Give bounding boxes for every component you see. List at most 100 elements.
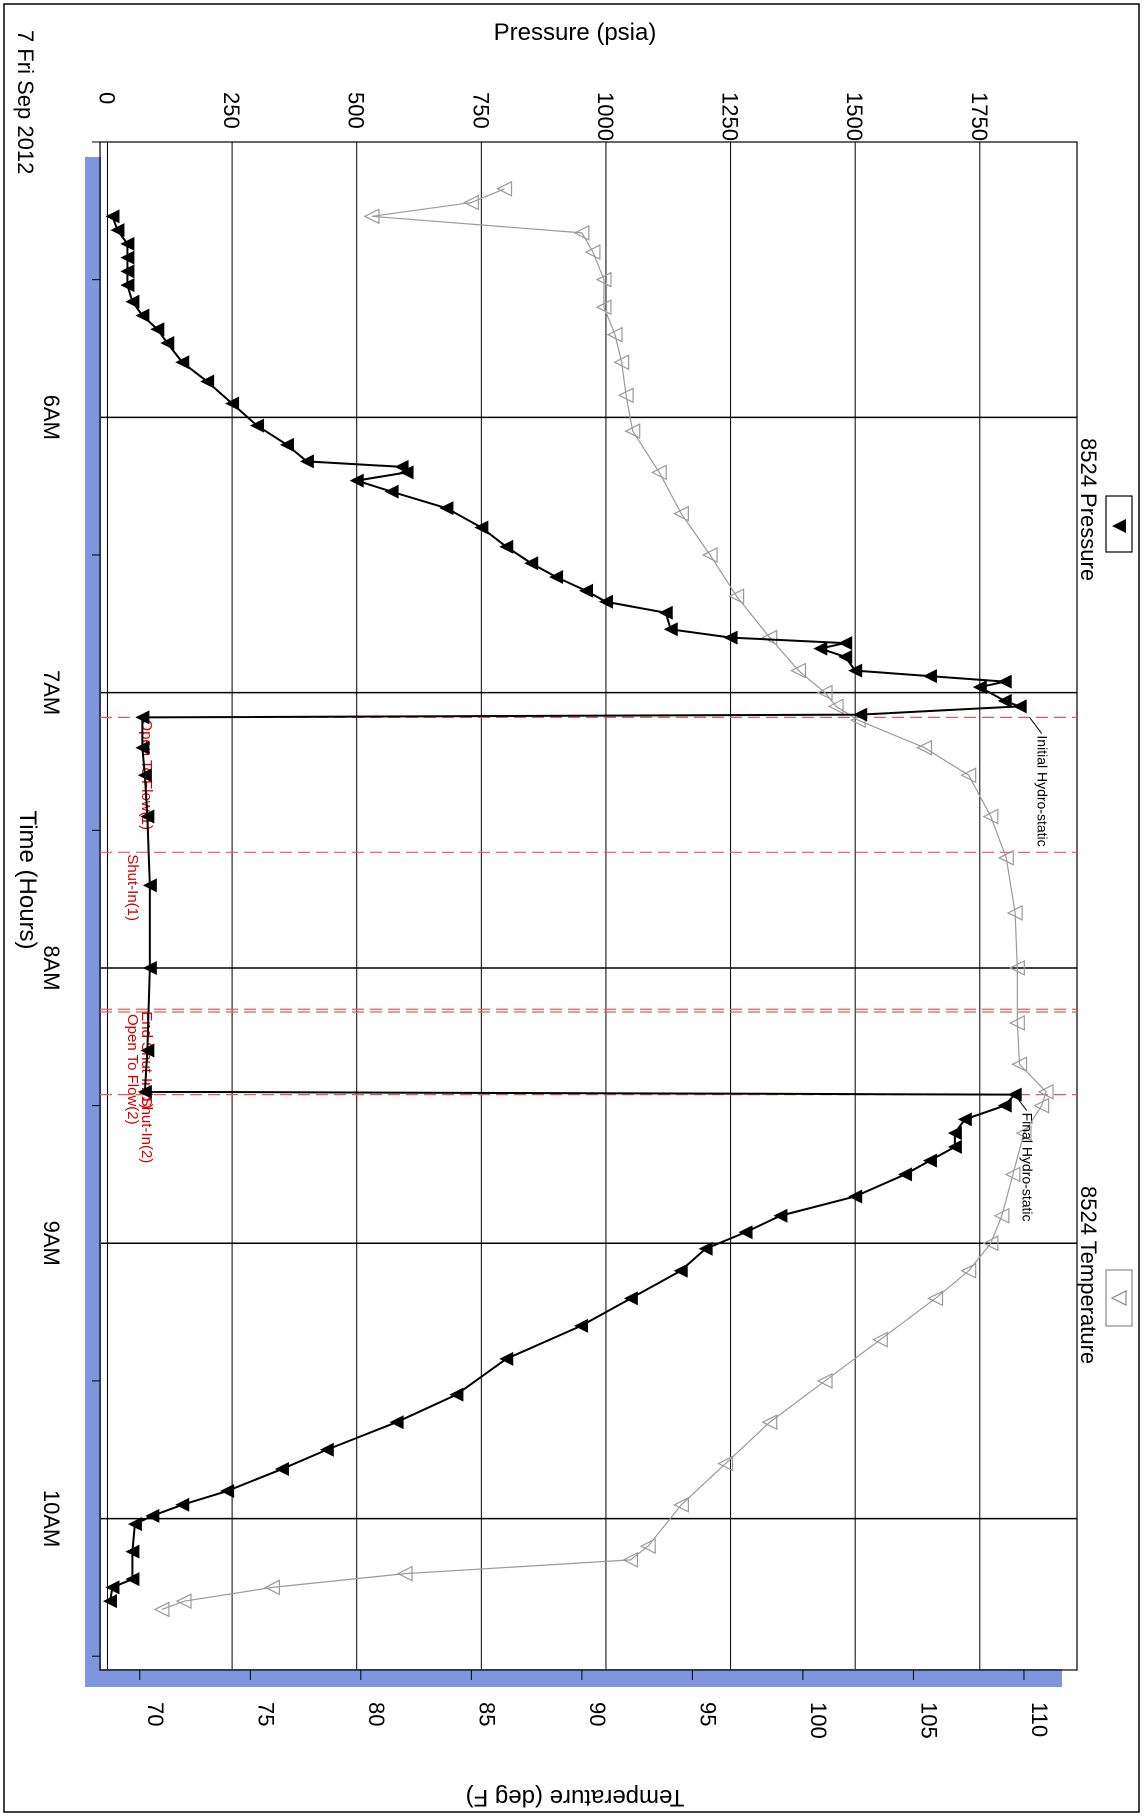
pressure-point (947, 1139, 962, 1154)
pressure-point (137, 768, 152, 783)
pressure-point (200, 374, 215, 389)
pressure-point (738, 1225, 753, 1240)
pressure-point (274, 1462, 289, 1477)
pressure-tick-label: 0 (94, 92, 119, 104)
temperature-point (396, 1565, 413, 1582)
pressure-point (120, 236, 135, 251)
temperature-series (153, 180, 1054, 1618)
pressure-point (663, 622, 678, 637)
temperature-tick-label: 85 (474, 1702, 499, 1726)
temperature-point (496, 180, 513, 197)
event-label: Shut-In(2) (138, 1097, 155, 1164)
pressure-tick-label: 500 (344, 92, 369, 129)
outer-frame (3, 3, 1140, 1813)
pressure-point (997, 693, 1012, 708)
temperature-point (827, 698, 844, 715)
pressure-point (474, 520, 489, 535)
temperature-point (639, 1538, 656, 1555)
temperature-point (672, 505, 689, 522)
event-markers: Open To Flow(1)Shut-In(1)End Shut-In(1)O… (100, 716, 1077, 1164)
pressure-point (439, 501, 454, 516)
pressure-point (449, 1387, 464, 1402)
pressure-point (175, 355, 190, 370)
temperature-point (871, 1331, 888, 1348)
legend-temperature-swatch-box (1105, 1269, 1133, 1327)
temperature-point (264, 1579, 281, 1596)
pressure-point (898, 1167, 913, 1182)
temperature-point (595, 271, 612, 288)
pressure-point (384, 484, 399, 499)
pressure-point (125, 1544, 140, 1559)
temperature-point (927, 1290, 944, 1307)
grid-lines (100, 142, 1077, 1670)
date-label: 7 Fri Sep 2012 (13, 30, 38, 174)
pressure-point (225, 396, 240, 411)
pressure-point (848, 663, 863, 678)
time-tick-label: 10AM (39, 1490, 64, 1547)
temperature-point (728, 588, 745, 605)
pressure-tick-label: 1750 (967, 92, 992, 141)
pressure-point (549, 569, 564, 584)
pressure-point (972, 680, 987, 695)
temperature-point (960, 1262, 977, 1279)
pressure-point (349, 473, 364, 488)
pressure-tick-label: 250 (219, 92, 244, 129)
event-label: Shut-In(1) (124, 854, 141, 921)
pressure-point (848, 1189, 863, 1204)
pressure-point (120, 278, 135, 293)
pressure-point (623, 1291, 638, 1306)
temperature-point (624, 423, 641, 440)
event-label: Open To Flow(2) (124, 1014, 141, 1125)
temperature-tick-label: 95 (695, 1702, 720, 1726)
pressure-point (142, 960, 157, 975)
temperature-point (790, 662, 807, 679)
annotation-label: Final Hydro-static (1020, 1113, 1036, 1222)
temperature-point (960, 767, 977, 784)
temperature-tick-label: 80 (364, 1702, 389, 1726)
pressure-point (142, 878, 157, 893)
temperature-point (363, 208, 380, 225)
pressure-point (838, 636, 853, 651)
time-tick-label: 6AM (39, 395, 64, 440)
pressure-point (150, 322, 165, 337)
pressure-point (1012, 699, 1027, 714)
temperature-point (650, 464, 667, 481)
temperature-point (175, 1593, 192, 1610)
pressure-point (947, 1126, 962, 1141)
time-axis-title: Time (Hours) (14, 810, 41, 949)
pressure-point (125, 1572, 140, 1587)
temperature-point (613, 354, 630, 371)
pressure-point (135, 740, 150, 755)
temperature-point (993, 1207, 1010, 1224)
pressure-point (574, 1318, 589, 1333)
pressure-tick-label: 1250 (718, 92, 743, 141)
pressure-point (957, 1112, 972, 1127)
pressure-tick-label: 1000 (593, 92, 618, 141)
temperature-point (997, 849, 1014, 866)
legend-pressure-marker (1112, 519, 1126, 533)
temperature-tick-label: 70 (143, 1702, 168, 1726)
temperature-point (606, 326, 623, 343)
temperature-point (982, 1235, 999, 1252)
pressure-point (140, 1043, 155, 1058)
pressure-tick-label: 750 (468, 92, 493, 129)
temperature-axis-band (85, 1669, 1062, 1687)
temperature-point (982, 808, 999, 825)
pressure-point (922, 1153, 937, 1168)
temperature-point (622, 1551, 639, 1568)
temperature-point (1011, 1056, 1028, 1073)
pressure-point (137, 1084, 152, 1099)
temperature-point (463, 194, 479, 211)
pressure-point (220, 1484, 235, 1499)
temperature-point (617, 387, 634, 404)
temperature-point (717, 1455, 734, 1472)
legend-pressure-label: 8524 Pressure (1076, 438, 1101, 581)
temperature-point (1015, 1125, 1032, 1142)
pressure-point (250, 418, 265, 433)
pressure-point (160, 335, 175, 350)
temperature-line (161, 188, 1047, 1610)
temperature-axis-title: Temperature (deg F) (466, 1784, 685, 1811)
temperature-point (153, 1601, 170, 1618)
